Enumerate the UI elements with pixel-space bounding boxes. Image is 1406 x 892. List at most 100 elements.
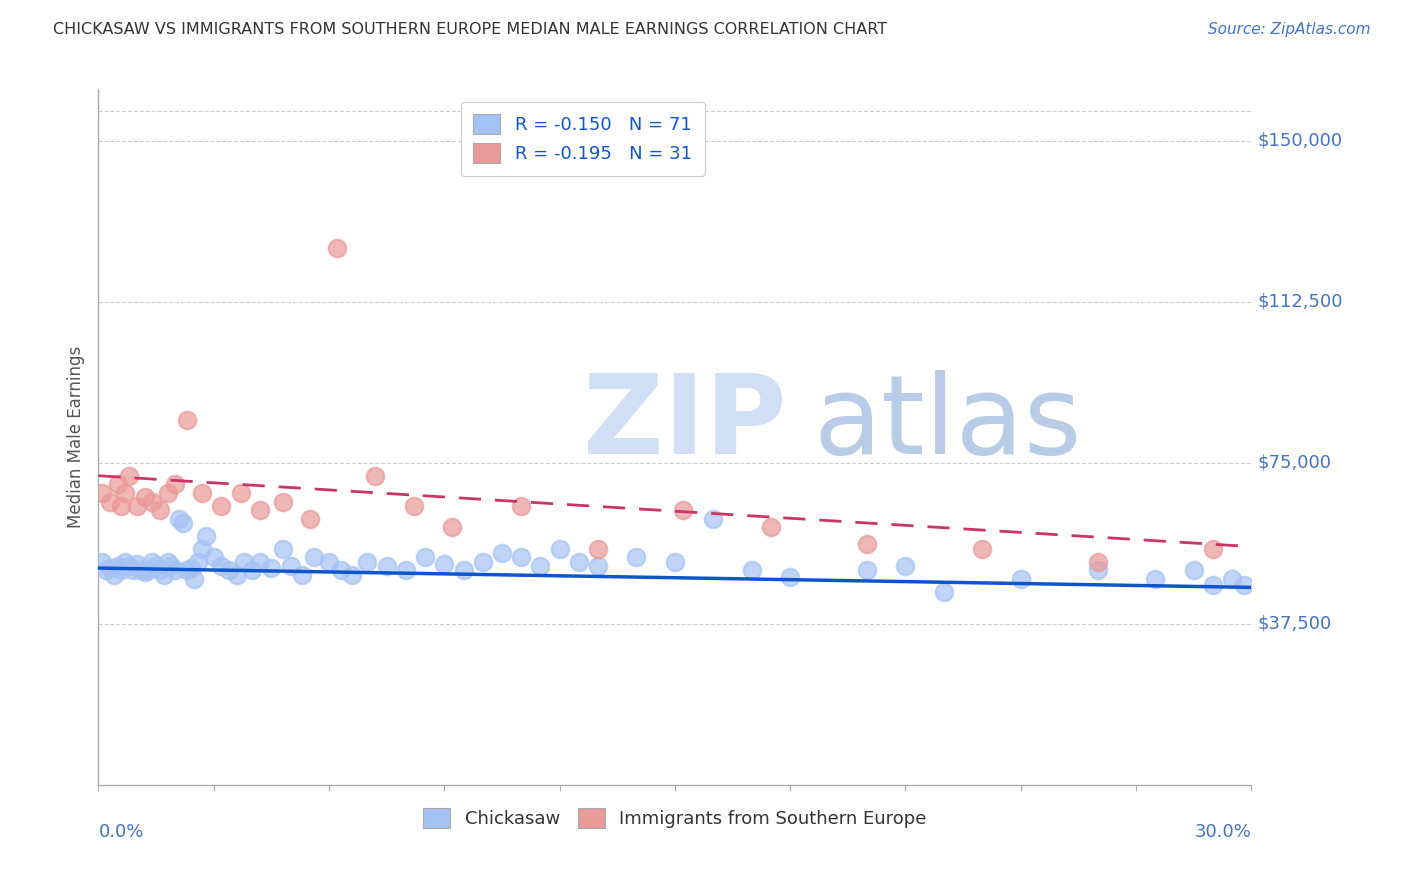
Point <box>107 477 129 491</box>
Point <box>225 567 247 582</box>
Point <box>209 558 232 573</box>
Point <box>548 541 571 556</box>
Point <box>103 567 125 582</box>
Point <box>260 561 283 575</box>
Point <box>1010 572 1032 586</box>
Point <box>183 572 205 586</box>
Text: $150,000: $150,000 <box>1257 132 1343 150</box>
Point <box>440 520 463 534</box>
Point <box>1202 541 1225 556</box>
Point <box>141 494 163 508</box>
Point <box>118 558 141 573</box>
Point <box>340 567 363 582</box>
Point <box>176 563 198 577</box>
Point <box>191 486 214 500</box>
Point <box>134 566 156 580</box>
Point <box>702 511 724 525</box>
Point <box>94 563 117 577</box>
Point <box>149 503 172 517</box>
Point <box>433 557 456 571</box>
Point <box>110 499 132 513</box>
Point <box>402 499 425 513</box>
Point <box>229 486 252 500</box>
Point <box>1087 555 1109 569</box>
Point <box>491 546 513 560</box>
Point <box>329 563 352 577</box>
Point <box>138 563 160 577</box>
Point <box>1220 572 1243 586</box>
Point <box>413 550 436 565</box>
Point <box>110 563 132 577</box>
Point <box>1182 563 1205 577</box>
Point <box>375 558 398 573</box>
Point <box>856 563 879 577</box>
Point <box>125 557 148 571</box>
Point <box>894 558 917 573</box>
Point <box>626 550 648 565</box>
Point <box>741 563 763 577</box>
Text: $37,500: $37,500 <box>1257 615 1331 633</box>
Text: 30.0%: 30.0% <box>1195 823 1251 841</box>
Point <box>671 503 693 517</box>
Text: Source: ZipAtlas.com: Source: ZipAtlas.com <box>1208 22 1371 37</box>
Point <box>240 563 263 577</box>
Point <box>91 486 114 500</box>
Point <box>249 555 271 569</box>
Point <box>318 555 340 569</box>
Point <box>291 567 314 582</box>
Point <box>98 561 121 575</box>
Text: CHICKASAW VS IMMIGRANTS FROM SOUTHERN EUROPE MEDIAN MALE EARNINGS CORRELATION CH: CHICKASAW VS IMMIGRANTS FROM SOUTHERN EU… <box>53 22 887 37</box>
Point <box>510 550 533 565</box>
Point <box>568 555 591 569</box>
Text: atlas: atlas <box>813 369 1081 476</box>
Point <box>165 477 187 491</box>
Point <box>302 550 325 565</box>
Y-axis label: Median Male Earnings: Median Male Earnings <box>66 346 84 528</box>
Point <box>156 555 179 569</box>
Point <box>202 550 225 565</box>
Point <box>1233 578 1256 592</box>
Point <box>356 555 378 569</box>
Point <box>125 499 148 513</box>
Point <box>176 413 198 427</box>
Point <box>280 558 302 573</box>
Point <box>118 468 141 483</box>
Point <box>1144 572 1167 586</box>
Point <box>91 555 114 569</box>
Point <box>134 490 156 504</box>
Point <box>586 541 609 556</box>
Point <box>172 516 194 530</box>
Point <box>160 558 183 573</box>
Point <box>471 555 494 569</box>
Point <box>664 555 686 569</box>
Point <box>191 541 214 556</box>
Point <box>395 563 418 577</box>
Point <box>298 511 321 525</box>
Point <box>107 558 129 573</box>
Point <box>122 563 145 577</box>
Point <box>165 563 187 577</box>
Point <box>156 486 179 500</box>
Point <box>187 555 209 569</box>
Point <box>145 558 167 573</box>
Point <box>114 486 136 500</box>
Point <box>141 555 163 569</box>
Text: ZIP: ZIP <box>582 369 786 476</box>
Point <box>209 499 232 513</box>
Point <box>364 468 387 483</box>
Text: 0.0%: 0.0% <box>98 823 143 841</box>
Point <box>218 563 240 577</box>
Point <box>152 567 174 582</box>
Point <box>510 499 533 513</box>
Point <box>529 558 551 573</box>
Point <box>932 584 955 599</box>
Point <box>779 569 801 583</box>
Point <box>972 541 994 556</box>
Point <box>180 561 202 575</box>
Point <box>586 558 609 573</box>
Point <box>271 541 294 556</box>
Point <box>195 529 218 543</box>
Point <box>1202 578 1225 592</box>
Point <box>167 511 190 525</box>
Point <box>1087 563 1109 577</box>
